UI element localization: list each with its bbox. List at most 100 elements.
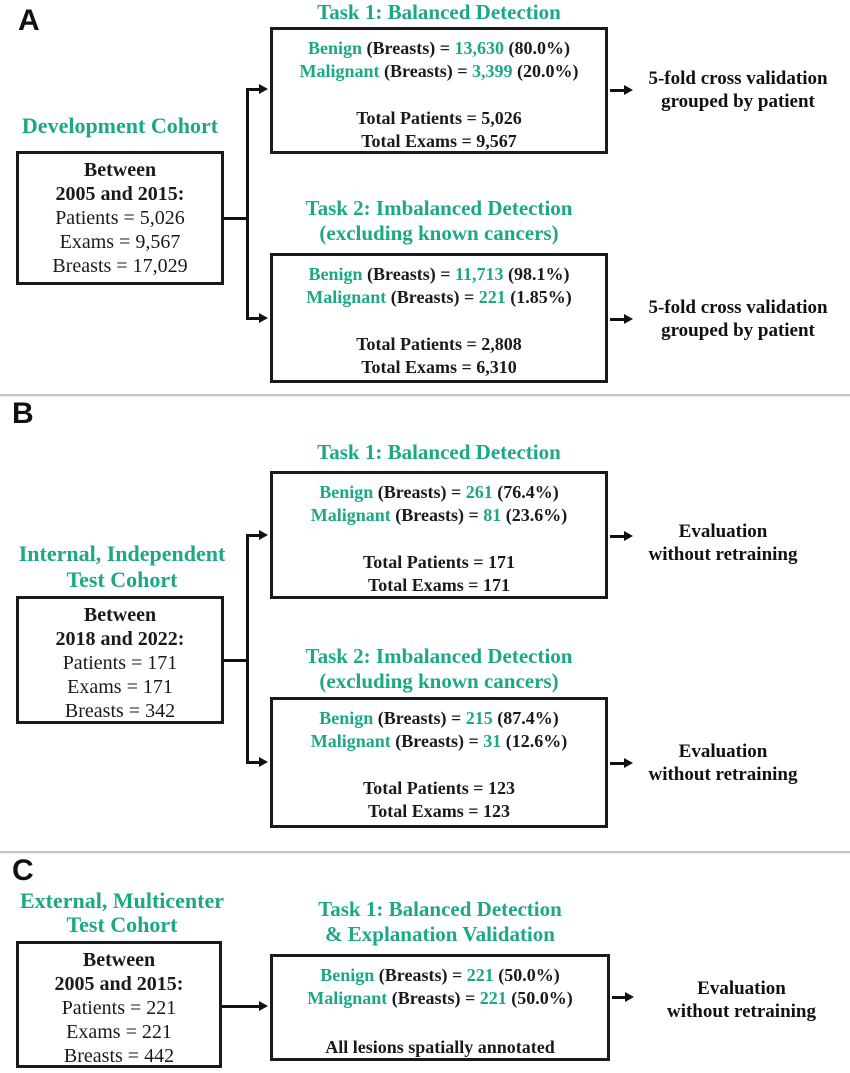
outcome-c: Evaluation without retraining [634, 977, 849, 1023]
benign-pct: (87.4%) [492, 708, 559, 728]
cohort-title-line: Internal, Independent [18, 541, 226, 566]
cohort-box-a: Between 2005 and 2015: Patients = 5,026 … [16, 151, 224, 285]
benign-row: Benign (Breasts) = 11,713 (98.1%) [273, 263, 605, 286]
outcome-line: Evaluation [697, 978, 786, 999]
benign-row: Benign (Breasts) = 215 (87.4%) [273, 707, 605, 730]
arrowhead-icon [624, 531, 633, 541]
cohort-line: 2005 and 2015: [54, 973, 184, 995]
arrowhead-icon [624, 85, 633, 95]
task-title-line: Task 2: Imbalanced Detection [305, 196, 573, 220]
total-exams: Total Exams = 9,567 [361, 131, 517, 151]
arrowhead-icon [624, 758, 633, 768]
connector-line [612, 996, 626, 999]
connector-line [246, 88, 249, 319]
task1-title-c: Task 1: Balanced Detection & Explanation… [270, 897, 610, 947]
malignant-label: Malignant [299, 61, 380, 81]
malignant-pct: (20.0%) [512, 61, 579, 81]
benign-value: 11,713 [454, 264, 504, 284]
cohort-box-c: Between 2005 and 2015: Patients = 221 Ex… [16, 941, 222, 1068]
malignant-value: 3,399 [471, 61, 513, 81]
task2-title-b: Task 2: Imbalanced Detection (excluding … [270, 644, 608, 694]
outcome-line: 5-fold cross validation [648, 297, 828, 318]
benign-mid: (Breasts) = [362, 38, 455, 58]
malignant-label: Malignant [306, 287, 387, 307]
cohort-title-line: Development Cohort [21, 113, 219, 138]
cohort-line: Breasts = 17,029 [52, 255, 188, 277]
arrowhead-icon [259, 530, 268, 540]
benign-pct: (50.0%) [493, 965, 560, 985]
total-patients: Total Patients = 123 [362, 778, 516, 798]
cohort-title-b: Internal, Independent Test Cohort [0, 541, 244, 593]
outcome-line: grouped by patient [661, 91, 815, 112]
cohort-line: Patients = 5,026 [55, 207, 185, 229]
benign-mid: (Breasts) = [374, 965, 467, 985]
benign-mid: (Breasts) = [362, 264, 455, 284]
panel-label-b: B [12, 397, 34, 430]
total-patients: Total Patients = 171 [362, 552, 516, 572]
cohort-line: Patients = 171 [62, 652, 178, 674]
arrowhead-icon [624, 314, 633, 324]
task1-box-b: Benign (Breasts) = 261 (76.4%) Malignant… [270, 471, 608, 599]
benign-label: Benign [319, 708, 374, 728]
panel-label-a: A [18, 4, 40, 37]
cohort-title-line: Test Cohort [66, 567, 178, 592]
connector-line [224, 659, 248, 662]
task2-title-a: Task 2: Imbalanced Detection (excluding … [270, 196, 608, 246]
cohort-box-b: Between 2018 and 2022: Patients = 171 Ex… [16, 596, 224, 724]
benign-label: Benign [320, 965, 375, 985]
outcome-line: without retraining [648, 544, 798, 565]
malignant-value: 81 [483, 505, 502, 525]
totals-block: Total Patients = 171 Total Exams = 171 [273, 551, 605, 597]
benign-row: Benign (Breasts) = 261 (76.4%) [273, 481, 605, 504]
cohort-line: Exams = 221 [66, 1021, 172, 1043]
malignant-row: Malignant (Breasts) = 81 (23.6%) [273, 504, 605, 527]
task-title-line: Task 1: Balanced Detection [317, 0, 561, 24]
cohort-line: Exams = 9,567 [59, 231, 181, 253]
outcome-line: Evaluation [678, 521, 768, 542]
benign-pct: (76.4%) [492, 482, 559, 502]
malignant-pct: (12.6%) [501, 731, 568, 751]
malignant-row: Malignant (Breasts) = 221 (1.85%) [273, 286, 605, 309]
benign-mid: (Breasts) = [373, 482, 466, 502]
connector-line [246, 534, 249, 764]
cohort-title-a: Development Cohort [0, 113, 240, 139]
connector-line [246, 534, 261, 537]
benign-pct: (80.0%) [503, 38, 570, 58]
connector-line [224, 217, 248, 220]
benign-row: Benign (Breasts) = 13,630 (80.0%) [273, 37, 605, 60]
task-title-line: Task 2: Imbalanced Detection [305, 644, 573, 668]
malignant-value: 221 [479, 988, 507, 1008]
cohort-line: Exams = 171 [67, 676, 173, 698]
malignant-pct: (23.6%) [501, 505, 568, 525]
total-exams: Total Exams = 6,310 [361, 357, 517, 377]
cohort-line: Between [82, 949, 156, 971]
malignant-mid: (Breasts) = [386, 287, 479, 307]
cohort-line: 2005 and 2015: [55, 183, 185, 205]
cohort-line: 2018 and 2022: [55, 628, 185, 650]
malignant-mid: (Breasts) = [387, 988, 480, 1008]
outcome-line: grouped by patient [661, 320, 815, 341]
task1-box-a: Benign (Breasts) = 13,630 (80.0%) Malign… [270, 27, 608, 154]
panel-divider [0, 394, 850, 397]
arrowhead-icon [625, 992, 634, 1002]
benign-value: 215 [465, 708, 493, 728]
malignant-pct: (1.85%) [505, 287, 572, 307]
total-exams: Total Exams = 171 [367, 575, 511, 595]
benign-pct: (98.1%) [503, 264, 570, 284]
connector-line [246, 317, 261, 320]
annotation-note: All lesions spatially annotated [325, 1037, 555, 1057]
totals-block: Total Patients = 123 Total Exams = 123 [273, 777, 605, 823]
cohort-line: Between [83, 159, 157, 181]
task-title-line: & Explanation Validation [325, 922, 555, 946]
arrowhead-icon [259, 757, 268, 767]
malignant-value: 221 [478, 287, 506, 307]
cohort-line: Between [83, 604, 157, 626]
malignant-row: Malignant (Breasts) = 3,399 (20.0%) [273, 60, 605, 83]
benign-label: Benign [308, 38, 363, 58]
task1-box-c: Benign (Breasts) = 221 (50.0%) Malignant… [270, 954, 610, 1061]
outcome-b1: Evaluation without retraining [613, 520, 833, 566]
outcome-line: without retraining [648, 764, 798, 785]
arrowhead-icon [259, 1001, 268, 1011]
totals-block: Total Patients = 5,026 Total Exams = 9,5… [273, 107, 605, 153]
